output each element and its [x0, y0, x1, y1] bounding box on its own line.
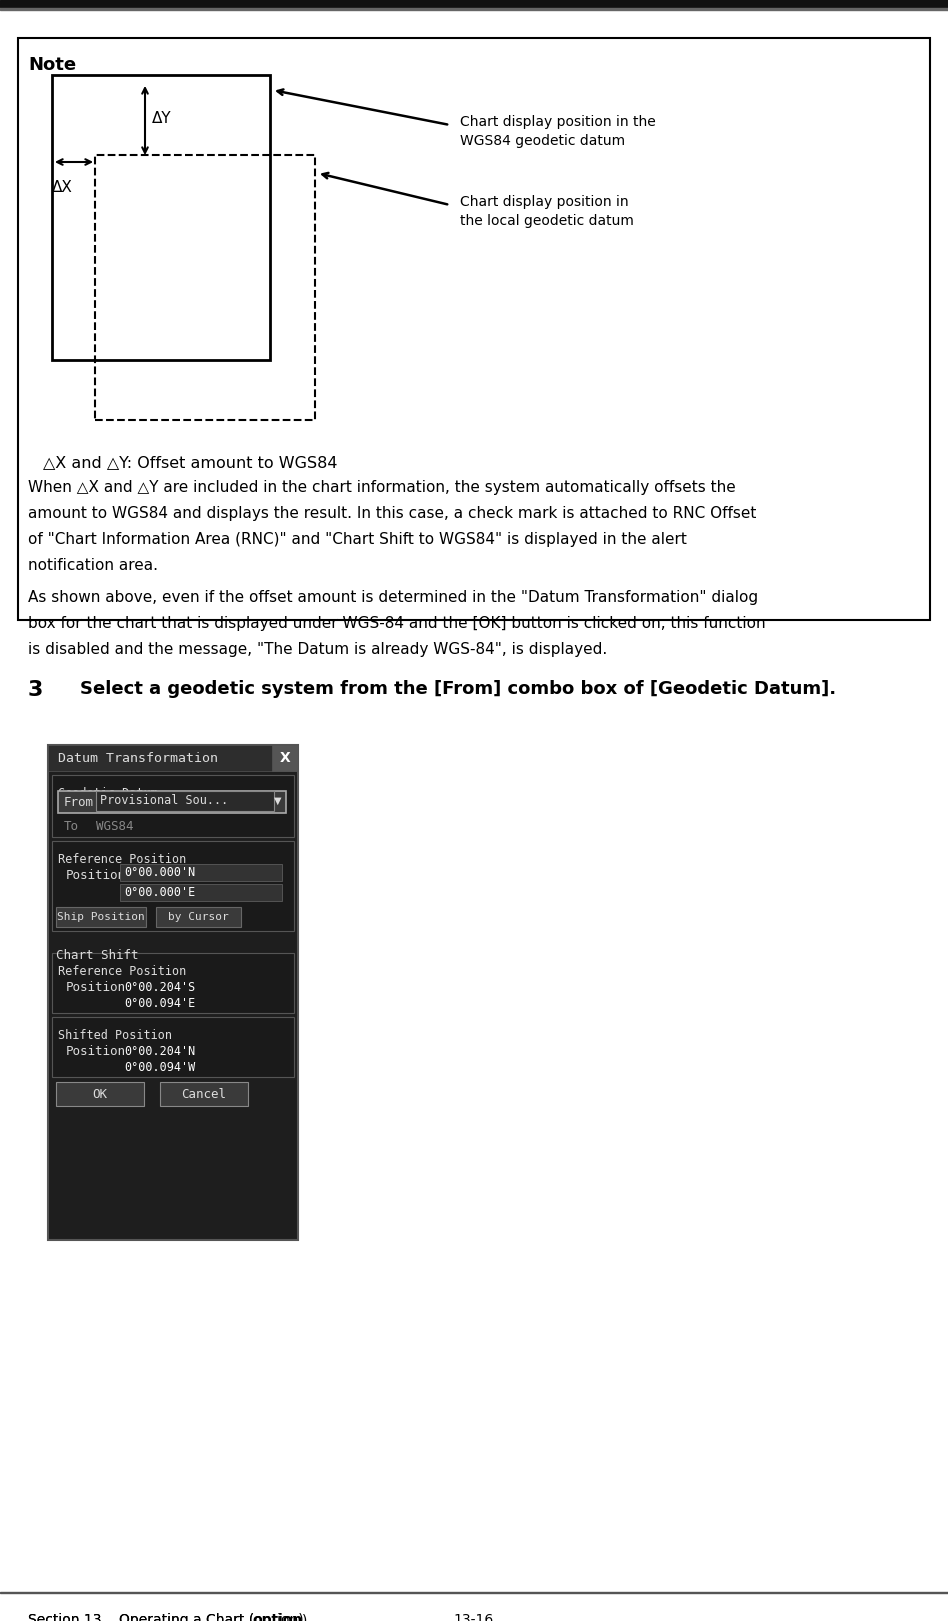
- Text: To: To: [64, 820, 79, 833]
- Text: △X and △Y: Offset amount to WGS84: △X and △Y: Offset amount to WGS84: [43, 456, 337, 470]
- Text: Cancel: Cancel: [181, 1088, 227, 1101]
- Text: When △X and △Y are included in the chart information, the system automatically o: When △X and △Y are included in the chart…: [28, 480, 736, 494]
- Bar: [52, 953, 294, 1013]
- Bar: [0, 0, 948, 6]
- Text: Position: Position: [66, 981, 126, 994]
- Bar: [48, 746, 298, 772]
- Bar: [272, 746, 298, 772]
- Text: 0°00.094'E: 0°00.094'E: [124, 997, 195, 1010]
- Text: X: X: [280, 751, 290, 765]
- Bar: [120, 883, 282, 901]
- Text: Chart Shift: Chart Shift: [56, 948, 138, 961]
- Text: Position: Position: [66, 869, 126, 882]
- Text: notification area.: notification area.: [28, 558, 158, 572]
- Text: WGS84: WGS84: [96, 820, 134, 833]
- Text: As shown above, even if the offset amount is determined in the "Datum Transforma: As shown above, even if the offset amoun…: [28, 590, 758, 605]
- Text: Chart display position in
the local geodetic datum: Chart display position in the local geod…: [460, 195, 634, 229]
- Text: Section 13    Operating a Chart (option): Section 13 Operating a Chart (option): [28, 1613, 303, 1621]
- Text: ΔX: ΔX: [52, 180, 73, 195]
- Text: ΔY: ΔY: [152, 110, 172, 126]
- Bar: [48, 746, 298, 1240]
- Text: Select a geodetic system from the [From] combo box of [Geodetic Datum].: Select a geodetic system from the [From]…: [80, 679, 836, 699]
- Bar: [52, 841, 294, 930]
- Text: 13-16: 13-16: [454, 1613, 494, 1621]
- Text: Datum Transformation: Datum Transformation: [58, 752, 218, 765]
- Text: Position: Position: [66, 1046, 126, 1059]
- Text: Chart display position in the
WGS84 geodetic datum: Chart display position in the WGS84 geod…: [460, 115, 656, 149]
- Text: 0°00.000'N: 0°00.000'N: [124, 866, 195, 879]
- Text: by Cursor: by Cursor: [168, 913, 228, 922]
- Text: Geodetic Datum: Geodetic Datum: [58, 788, 157, 801]
- Text: box for the chart that is displayed under WGS-84 and the [OK] button is clicked : box for the chart that is displayed unde…: [28, 616, 766, 631]
- Bar: [58, 791, 286, 814]
- Text: Note: Note: [28, 57, 76, 75]
- Text: amount to WGS84 and displays the result. In this case, a check mark is attached : amount to WGS84 and displays the result.…: [28, 506, 757, 520]
- Text: ▼: ▼: [274, 796, 282, 806]
- Text: 0°00.204'S: 0°00.204'S: [124, 981, 195, 994]
- Text: OK: OK: [93, 1088, 107, 1101]
- Text: Ship Position: Ship Position: [57, 913, 145, 922]
- Text: 0°00.094'W: 0°00.094'W: [124, 1062, 195, 1075]
- Text: From: From: [64, 796, 94, 809]
- Bar: [56, 1081, 144, 1106]
- Bar: [0, 8, 948, 10]
- Text: Shifted Position: Shifted Position: [58, 1029, 172, 1042]
- Text: 0°00.000'E: 0°00.000'E: [124, 885, 195, 898]
- Bar: [52, 75, 270, 360]
- Text: of "Chart Information Area (RNC)" and "Chart Shift to WGS84" is displayed in the: of "Chart Information Area (RNC)" and "C…: [28, 532, 687, 546]
- Bar: [156, 908, 241, 927]
- Bar: [52, 775, 294, 836]
- Text: option: option: [252, 1613, 302, 1621]
- Bar: [52, 1016, 294, 1076]
- Bar: [18, 37, 930, 619]
- Text: Section 13    Operating a Chart (: Section 13 Operating a Chart (: [28, 1613, 254, 1621]
- Bar: [120, 864, 282, 880]
- Bar: [95, 156, 315, 420]
- Text: Reference Position: Reference Position: [58, 964, 186, 977]
- Bar: [160, 1081, 248, 1106]
- Text: Provisional Sou...: Provisional Sou...: [100, 794, 228, 807]
- Text: ): ): [302, 1613, 307, 1621]
- Text: 0°00.204'N: 0°00.204'N: [124, 1046, 195, 1059]
- Text: is disabled and the message, "The Datum is already WGS-84", is displayed.: is disabled and the message, "The Datum …: [28, 642, 608, 657]
- Text: 3: 3: [28, 679, 44, 700]
- Text: Reference Position: Reference Position: [58, 853, 186, 866]
- Bar: [56, 908, 146, 927]
- Bar: [96, 791, 274, 810]
